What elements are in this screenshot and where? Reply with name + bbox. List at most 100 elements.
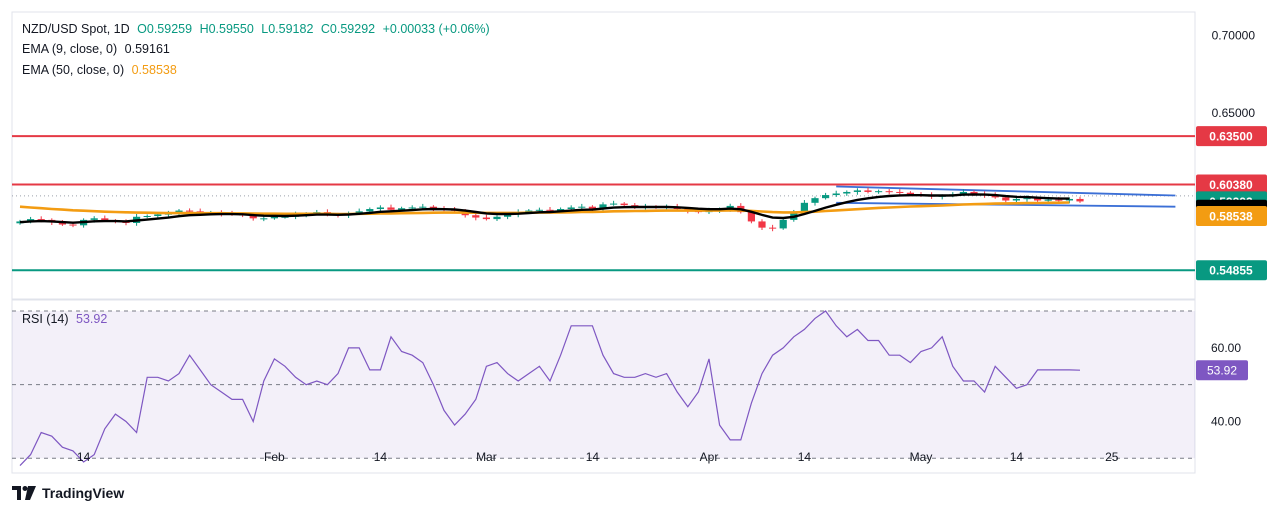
channel-lower-line bbox=[836, 201, 1176, 208]
time-axis-tick: 14 bbox=[374, 450, 388, 464]
candle-body bbox=[970, 191, 978, 194]
candle-body bbox=[387, 207, 395, 210]
candle-body bbox=[419, 206, 427, 208]
candle-body bbox=[1034, 198, 1042, 201]
candle-body bbox=[747, 212, 755, 222]
price-tag-2-box bbox=[1196, 206, 1267, 227]
price-levels-layer bbox=[12, 135, 1195, 272]
rsi-value-tag-text: 53.92 bbox=[1207, 364, 1237, 378]
candle-body bbox=[822, 195, 830, 199]
candle-body bbox=[525, 210, 533, 213]
candle-body bbox=[37, 219, 45, 221]
candle-body bbox=[270, 216, 278, 219]
candle-body bbox=[567, 207, 575, 210]
ema50-legend[interactable]: EMA (50, close, 0) 0.58538 bbox=[22, 63, 181, 77]
candle-body bbox=[811, 198, 819, 203]
candle-body bbox=[281, 216, 289, 218]
candle-body bbox=[832, 193, 840, 196]
time-axis-tick: 14 bbox=[586, 450, 600, 464]
rsi-label: RSI (14) bbox=[22, 312, 69, 326]
candle-body bbox=[779, 219, 787, 229]
candle-body bbox=[885, 191, 893, 193]
time-axis-tick: 14 bbox=[77, 450, 91, 464]
candle-body bbox=[1044, 199, 1052, 201]
high-value: H0.59550 bbox=[199, 22, 254, 36]
time-axis-tick: 14 bbox=[1010, 450, 1024, 464]
candle-body bbox=[800, 202, 808, 213]
rsi-value-tag-box bbox=[1196, 360, 1248, 381]
candle-body bbox=[260, 218, 268, 220]
candle-body bbox=[1076, 198, 1084, 202]
candle-body bbox=[578, 206, 586, 208]
price-axis-tick: 0.70000 bbox=[1212, 28, 1256, 42]
time-axis-tick: Feb bbox=[264, 450, 285, 464]
tradingview-brand[interactable]: TradingView bbox=[12, 485, 124, 501]
rsi-axis-tick: 40.00 bbox=[1211, 414, 1241, 428]
candle-body bbox=[1012, 198, 1020, 201]
candle-body bbox=[366, 209, 374, 212]
brand-name: TradingView bbox=[42, 485, 125, 501]
rsi-axis-tick: 60.00 bbox=[1211, 341, 1241, 355]
candle-body bbox=[843, 191, 851, 194]
candle-body bbox=[906, 192, 914, 195]
candle-body bbox=[535, 209, 543, 211]
resistance-1-tag-text: 0.60380 bbox=[1209, 178, 1253, 192]
ema9-label: EMA (9, close, 0) bbox=[22, 42, 118, 56]
candle-body bbox=[154, 214, 162, 217]
candle-body bbox=[610, 203, 618, 205]
symbol-title[interactable]: NZD/USD Spot, 1D bbox=[22, 22, 130, 36]
candle-body bbox=[408, 207, 416, 209]
candle-body bbox=[758, 221, 766, 228]
candle-body bbox=[504, 214, 512, 217]
time-axis-tick: 14 bbox=[798, 450, 812, 464]
candle-body bbox=[620, 203, 628, 206]
resistance-2-tag-text: 0.63500 bbox=[1209, 130, 1253, 144]
candle-body bbox=[376, 207, 384, 210]
candle-body bbox=[186, 210, 194, 212]
candle-body bbox=[493, 216, 501, 220]
open-value: O0.59259 bbox=[137, 22, 193, 36]
candle-body bbox=[472, 215, 480, 218]
candle-body bbox=[143, 216, 151, 218]
rsi-value: 53.92 bbox=[76, 312, 108, 326]
time-axis-tick: Mar bbox=[476, 450, 497, 464]
ema50-value: 0.58538 bbox=[131, 63, 177, 77]
ema9-line bbox=[19, 193, 1070, 224]
time-axis-tick: 25 bbox=[1105, 450, 1119, 464]
close-value: C0.59292 bbox=[320, 22, 376, 36]
candle-body bbox=[588, 206, 596, 210]
candle-body bbox=[599, 204, 607, 210]
price-tag-2-text: 0.58538 bbox=[1209, 210, 1253, 224]
candle-body bbox=[1055, 199, 1063, 201]
candle-body bbox=[249, 215, 257, 219]
time-axis-tick: May bbox=[910, 450, 933, 464]
price-axis-tick: 0.65000 bbox=[1212, 106, 1256, 120]
candle-body bbox=[429, 206, 437, 209]
channel-upper-line bbox=[836, 185, 1176, 197]
candle-body bbox=[398, 208, 406, 210]
ema50-label: EMA (50, close, 0) bbox=[22, 63, 125, 77]
candle-body bbox=[1002, 197, 1010, 201]
axis-layer: 0.70000 0.65000 60.00 40.00 14 Feb 14 Mar 14 Apr 1… bbox=[77, 28, 1255, 464]
candle-body bbox=[69, 224, 77, 226]
candle-body bbox=[557, 209, 565, 211]
change-value: +0.00033 (+0.06%) bbox=[382, 22, 490, 36]
candle-body bbox=[546, 209, 554, 211]
candle-body bbox=[482, 217, 490, 220]
candle-body bbox=[101, 218, 109, 221]
ema9-legend[interactable]: EMA (9, close, 0) 0.59161 bbox=[22, 42, 174, 56]
candle-body bbox=[16, 221, 24, 224]
ohlc-legend: NZD/USD Spot, 1D O0.59259 H0.59550 L0.59… bbox=[22, 22, 494, 36]
candle-body bbox=[864, 190, 872, 192]
time-axis-tick: Apr bbox=[700, 450, 719, 464]
price-tags-layer: 0.635000.603800.548550.592920.591610.585… bbox=[1196, 126, 1267, 381]
low-value: L0.59182 bbox=[261, 22, 314, 36]
rsi-layer bbox=[12, 310, 1195, 467]
support-tag-box bbox=[1196, 260, 1267, 281]
ema9-value: 0.59161 bbox=[124, 42, 170, 56]
candle-body bbox=[1023, 198, 1031, 200]
support-tag-text: 0.54855 bbox=[1209, 264, 1253, 278]
rsi-legend[interactable]: RSI (14) 53.92 bbox=[22, 312, 111, 326]
